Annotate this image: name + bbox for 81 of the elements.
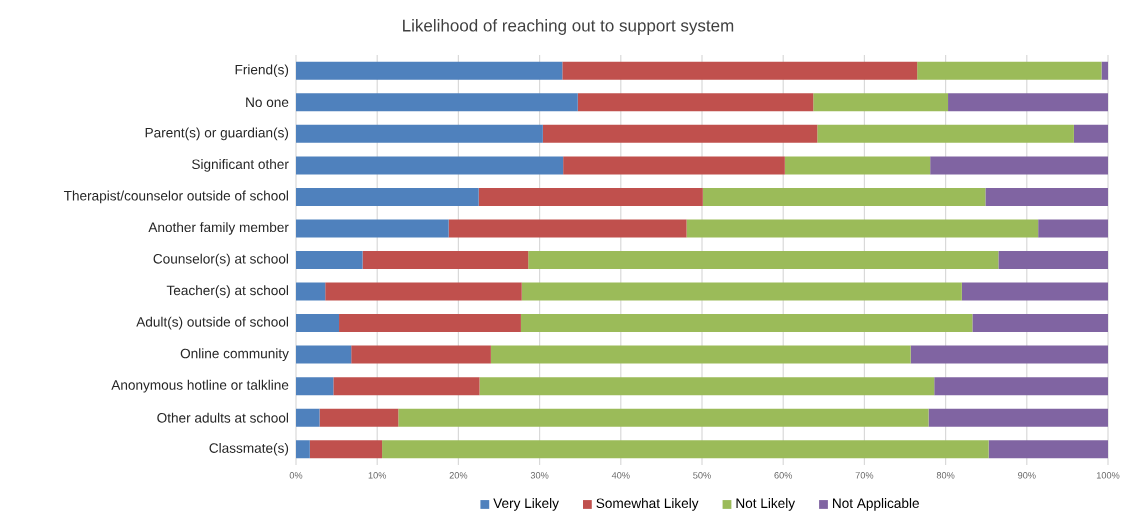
- bar: [325, 282, 522, 301]
- bar: [296, 440, 310, 459]
- bar: [296, 251, 363, 269]
- bar: [296, 93, 578, 112]
- bar: [930, 156, 1108, 175]
- y-tick-label: Online community: [180, 348, 289, 361]
- bar: [296, 187, 479, 206]
- y-tick-label: Other adults at school: [157, 412, 288, 423]
- bar: [351, 345, 491, 364]
- x-tick-label: 90%: [1018, 472, 1036, 479]
- bar: [362, 251, 529, 269]
- bar: [998, 251, 1108, 269]
- bar: [542, 124, 818, 143]
- bar: [296, 408, 320, 427]
- y-tick-label: Anonymous hotline or talkline: [111, 379, 289, 393]
- bar: [961, 282, 1108, 301]
- bar: [985, 187, 1108, 206]
- bar: [1038, 219, 1108, 238]
- bar: [928, 408, 1108, 427]
- y-tick-label: Parent(s) or guardian(s): [145, 127, 289, 141]
- y-tick-label: Teacher(s) at school: [166, 285, 288, 298]
- bar: [784, 156, 931, 175]
- legend-label: Very Likely: [493, 498, 559, 511]
- bar: [562, 61, 918, 80]
- bar: [520, 314, 973, 333]
- y-tick-label: Adult(s) outside of school: [136, 316, 288, 330]
- bar: [296, 124, 543, 143]
- bar: [296, 377, 334, 396]
- x-tick-label: 80%: [936, 472, 955, 479]
- bar: [528, 251, 999, 269]
- bar: [988, 440, 1108, 459]
- bar: [319, 408, 399, 427]
- x-tick-label: 60%: [774, 472, 793, 479]
- legend-label: Somewhat Likely: [596, 498, 699, 511]
- x-tick-label: 70%: [855, 472, 874, 479]
- x-tick-label: 10%: [368, 472, 387, 479]
- bar: [1101, 61, 1108, 80]
- bar: [702, 187, 986, 206]
- legend-label: Not Applicable: [833, 498, 919, 511]
- x-tick-label: 100%: [1096, 472, 1120, 479]
- x-tick-label: 40%: [611, 472, 630, 479]
- y-tick-label: Another family member: [148, 222, 289, 235]
- bar: [339, 314, 521, 333]
- bar: [296, 61, 563, 80]
- y-tick-label: Classmate(s): [209, 442, 289, 456]
- bar: [296, 156, 564, 175]
- x-tick-label: 0%: [289, 472, 303, 479]
- bar: [296, 345, 352, 364]
- bar: [478, 187, 703, 206]
- legend-label: Not Likely: [736, 498, 796, 511]
- chart-title: Likelihood of reaching out to support system: [403, 19, 734, 35]
- bar: [934, 377, 1108, 396]
- y-tick-label: No one: [246, 97, 289, 108]
- bar: [948, 93, 1108, 112]
- bar: [309, 440, 383, 459]
- x-tick-label: 30%: [530, 472, 549, 479]
- bar: [490, 345, 911, 364]
- x-tick-label: 50%: [693, 472, 711, 479]
- bar: [686, 219, 1039, 238]
- y-tick-label: Friend(s): [235, 64, 289, 78]
- bar: [577, 93, 814, 112]
- bar: [398, 408, 929, 427]
- bar: [296, 314, 340, 333]
- bar: [972, 314, 1108, 333]
- y-tick-label: Significant other: [192, 159, 289, 172]
- bar: [296, 282, 326, 301]
- bar: [382, 440, 989, 459]
- x-tick-label: 20%: [449, 472, 468, 479]
- bar: [910, 345, 1108, 364]
- bar: [1073, 124, 1108, 143]
- bar: [479, 377, 935, 396]
- bar: [813, 93, 949, 112]
- bar: [563, 156, 785, 175]
- bar: [448, 219, 687, 238]
- y-tick-label: Therapist/counselor outside of school: [63, 190, 288, 204]
- bar: [917, 61, 1102, 80]
- bar: [817, 124, 1074, 143]
- y-tick-label: Counselor(s) at school: [153, 253, 288, 267]
- bar: [333, 377, 480, 396]
- bar: [296, 219, 449, 238]
- bar: [521, 282, 962, 301]
